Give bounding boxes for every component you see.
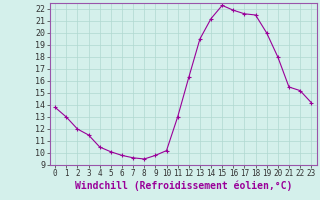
X-axis label: Windchill (Refroidissement éolien,°C): Windchill (Refroidissement éolien,°C) bbox=[75, 181, 292, 191]
